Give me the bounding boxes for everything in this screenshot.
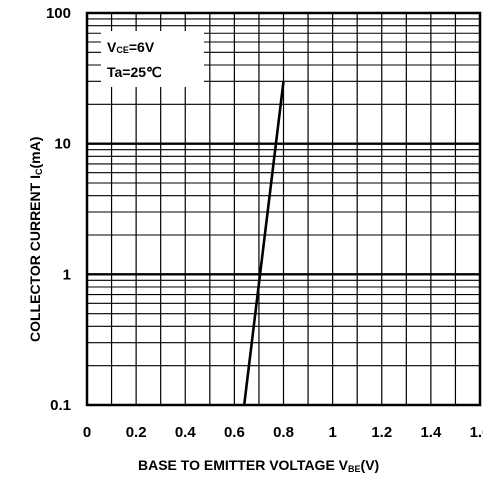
y-tick-label: 10 xyxy=(54,136,71,153)
series-line xyxy=(242,81,285,406)
series-group xyxy=(242,81,285,406)
plot-border xyxy=(85,11,482,407)
x-tick-label: 0.8 xyxy=(273,424,294,441)
annotation-box xyxy=(101,31,204,87)
annotation-vce: VCE=6V xyxy=(107,39,155,55)
y-tick-labels: 100 10 1 0.1 xyxy=(46,5,71,414)
x-tick-label: 1.6 xyxy=(470,424,483,441)
y-tick-label: 1 xyxy=(63,266,71,283)
x-tick-label: 0.6 xyxy=(224,424,245,441)
x-tick-label: 1 xyxy=(328,424,336,441)
x-tick-label: 1.2 xyxy=(371,424,392,441)
x-tick-label: 0.2 xyxy=(126,424,147,441)
x-tick-label: 1.4 xyxy=(420,424,442,441)
y-tick-label: 100 xyxy=(46,5,71,22)
x-tick-labels: 0 0.2 0.4 0.6 0.8 1 1.2 1.4 1.6 xyxy=(83,424,483,441)
y-axis-title: COLLECTOR CURRENT IC(mA) xyxy=(27,137,44,342)
x-tick-label: 0.4 xyxy=(175,424,197,441)
x-tick-label: 0 xyxy=(83,424,91,441)
y-tick-label: 0.1 xyxy=(50,397,71,414)
x-axis-title: BASE TO EMITTER VOLTAGE VBE(V) xyxy=(138,457,379,474)
annotation-ta: Ta=25℃ xyxy=(107,64,162,80)
grid xyxy=(87,13,480,405)
